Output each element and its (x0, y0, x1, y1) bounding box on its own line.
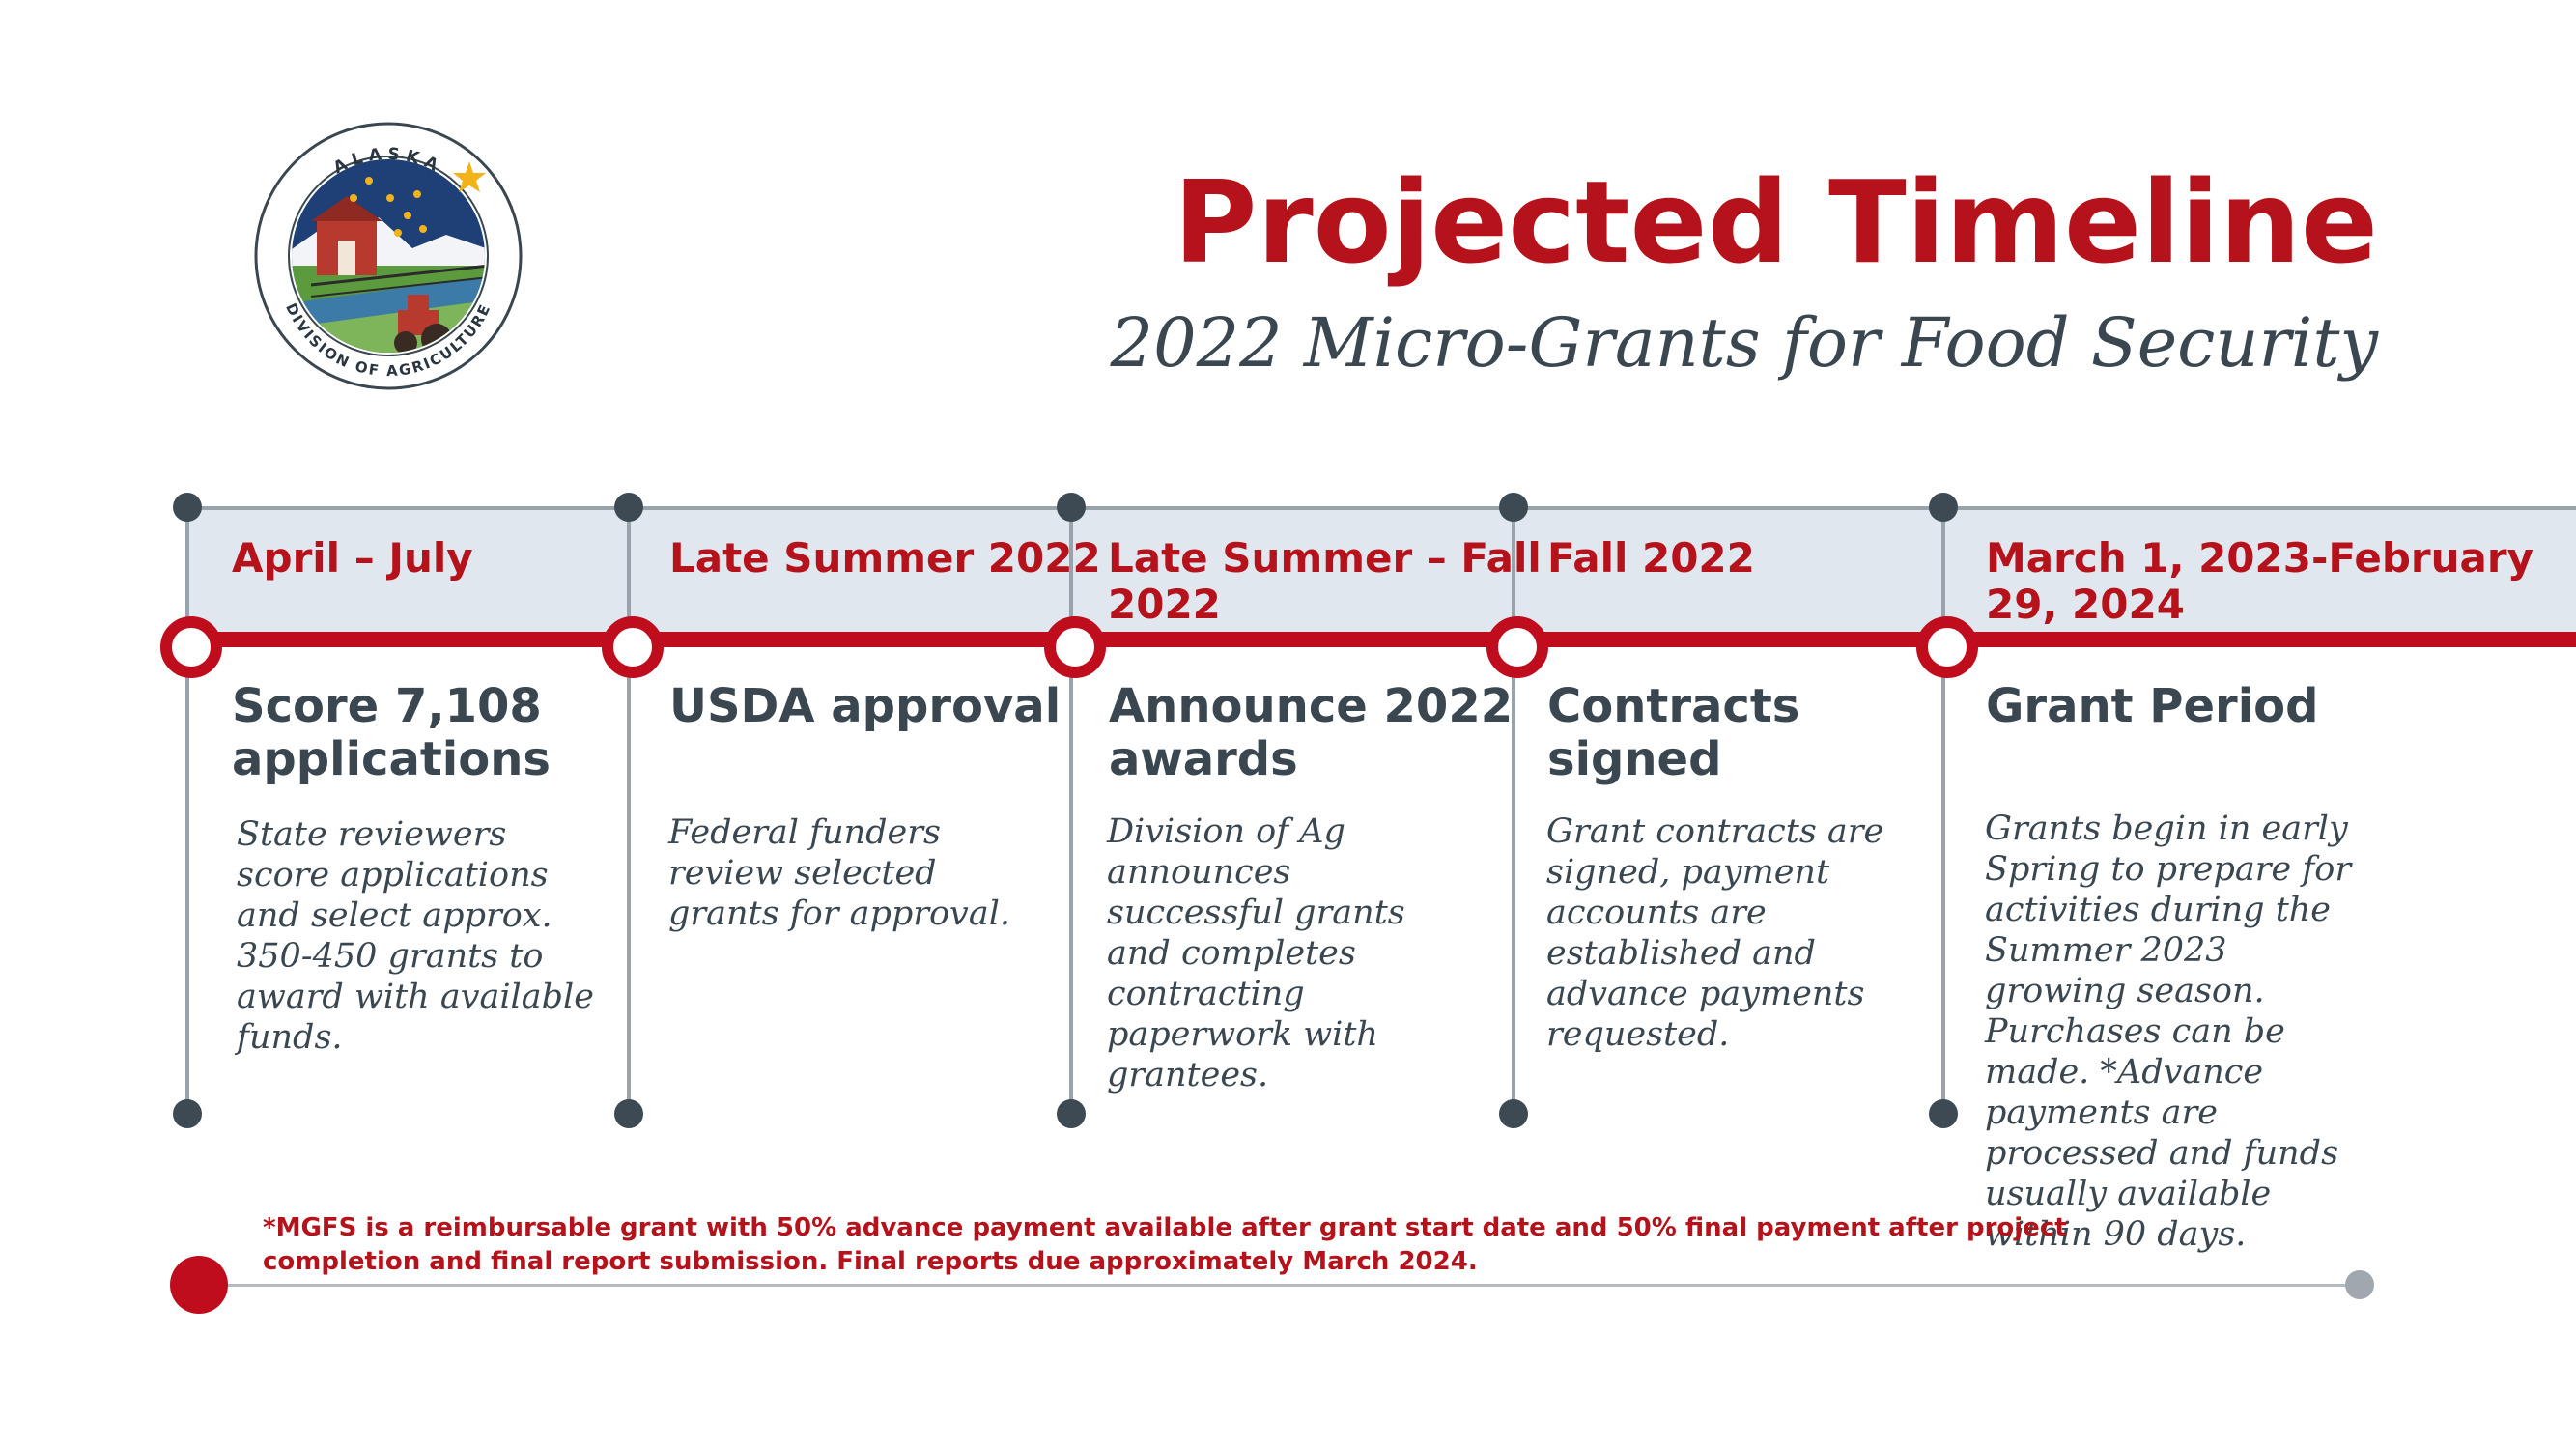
footer-end-dot (2345, 1270, 2374, 1299)
footnote: *MGFS is a reimbursable grant with 50% a… (263, 1213, 2067, 1276)
milestone-divider (627, 506, 631, 1115)
milestone-bottom-dot (614, 1099, 643, 1128)
milestone-description: Grants begin in early Spring to prepare … (1985, 810, 2352, 1254)
milestone-heading: Contracts signed (1547, 679, 1800, 786)
timeline-line (174, 632, 2576, 647)
milestone-divider (1941, 506, 1945, 1115)
milestone-date: April – July (232, 534, 473, 582)
milestone-top-dot (173, 493, 202, 522)
milestone-divider (185, 506, 189, 1115)
milestone-bottom-dot (173, 1099, 202, 1128)
milestone-marker (1916, 616, 1978, 678)
milestone-date: Fall 2022 (1547, 534, 1755, 582)
milestone-heading: Announce 2022 awards (1109, 679, 1514, 786)
page-title: Projected Timeline (1173, 156, 2378, 289)
milestone-marker (160, 616, 222, 678)
milestone-date: Late Summer – Fall 2022 (1108, 534, 1542, 628)
star-icon (453, 161, 486, 192)
milestone-description: State reviewers score applications and s… (237, 815, 594, 1057)
page-subtitle: 2022 Micro-Grants for Food Security (1110, 303, 2378, 383)
milestone-description: Division of Ag announces successful gran… (1107, 812, 1405, 1094)
milestone-heading: USDA approval (669, 679, 1062, 733)
milestone-marker (1486, 616, 1548, 678)
milestone-divider (1512, 506, 1515, 1115)
milestone-heading: Grant Period (1986, 679, 2319, 733)
milestone-top-dot (1057, 493, 1086, 522)
milestone-bottom-dot (1929, 1099, 1958, 1128)
milestone-divider (1069, 506, 1073, 1115)
milestone-date: March 1, 2023-February 29, 2024 (1986, 534, 2534, 628)
milestone-description: Grant contracts are signed, payment acco… (1546, 812, 1884, 1054)
milestone-top-dot (614, 493, 643, 522)
milestone-marker (602, 616, 664, 678)
milestone-top-dot (1929, 493, 1958, 522)
milestone-bottom-dot (1499, 1099, 1528, 1128)
milestone-marker (1044, 616, 1106, 678)
milestone-description: Federal funders review selected grants f… (668, 813, 1011, 933)
footer-start-dot (170, 1256, 228, 1314)
alaska-division-of-agriculture-logo: ALASKA DIVISION OF AGRICULTURE (254, 122, 523, 390)
milestone-top-dot (1499, 493, 1528, 522)
footer-line (197, 1284, 2361, 1287)
milestone-date: Late Summer 2022 (669, 534, 1101, 582)
milestone-bottom-dot (1057, 1099, 1086, 1128)
timeline-band (185, 506, 2576, 643)
milestone-heading: Score 7,108 applications (232, 679, 551, 786)
